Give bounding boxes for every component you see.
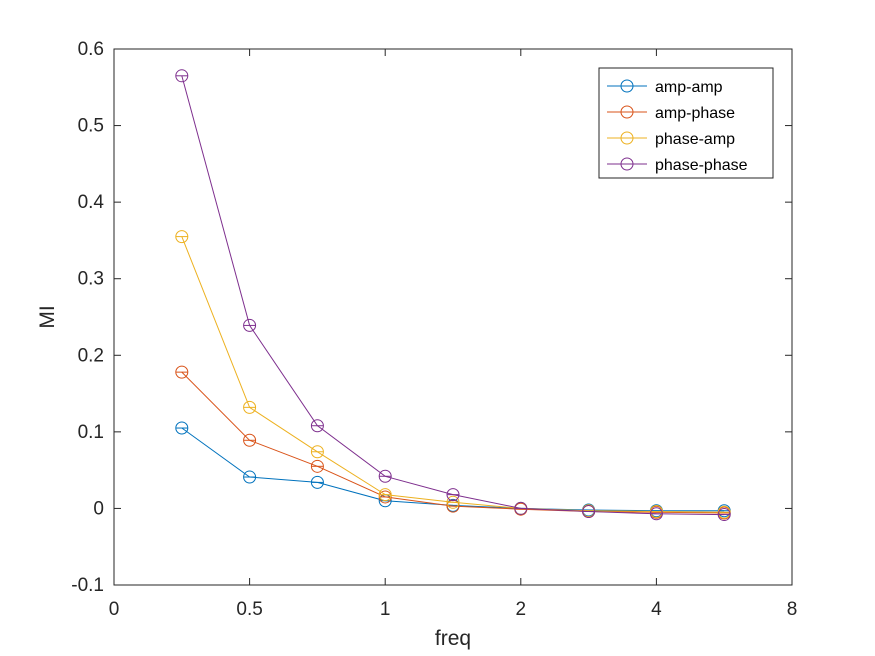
legend-label: amp-amp [655, 79, 723, 96]
y-tick-label: 0.3 [78, 269, 104, 290]
series-amp-phase [175, 365, 731, 520]
legend-marker [620, 105, 634, 119]
legend-item: phase-phase [607, 157, 748, 174]
y-tick-label: 0.4 [78, 192, 105, 213]
y-tick-label: 0 [93, 498, 104, 519]
legend-label: phase-phase [655, 157, 748, 174]
y-axis-label: MI [36, 305, 59, 328]
x-axis-ticks: 0 0.5 1 2 4 8 [109, 49, 798, 620]
y-tick-label: 0.6 [78, 39, 104, 60]
y-tick-label: 0.2 [78, 345, 104, 366]
legend-marker [620, 79, 634, 93]
legend-label: phase-amp [655, 131, 735, 148]
y-tick-label: 0.5 [78, 116, 104, 137]
x-axis-label: freq [435, 627, 471, 650]
x-tick-label: 8 [787, 599, 798, 620]
series-phase-phase [175, 69, 731, 522]
x-tick-label: 1 [380, 599, 391, 620]
x-tick-label: 0 [109, 599, 120, 620]
legend-label: amp-phase [655, 105, 735, 122]
y-axis-ticks: -0.1 0 0.1 0.2 0.3 0.4 0.5 0.6 [71, 39, 792, 596]
legend-marker [620, 131, 634, 145]
legend-marker [620, 157, 634, 171]
legend-item: amp-phase [607, 105, 735, 122]
legend-item: phase-amp [607, 131, 735, 148]
x-tick-label: 2 [516, 599, 527, 620]
y-tick-label: 0.1 [78, 422, 104, 443]
legend: amp-amp amp-phase phase-amp phase-phase [598, 67, 774, 179]
series-layer [175, 69, 731, 522]
x-tick-label: 4 [651, 599, 662, 620]
x-tick-label: 0.5 [236, 599, 262, 620]
legend-item: amp-amp [607, 79, 723, 96]
y-tick-label: -0.1 [71, 575, 104, 596]
